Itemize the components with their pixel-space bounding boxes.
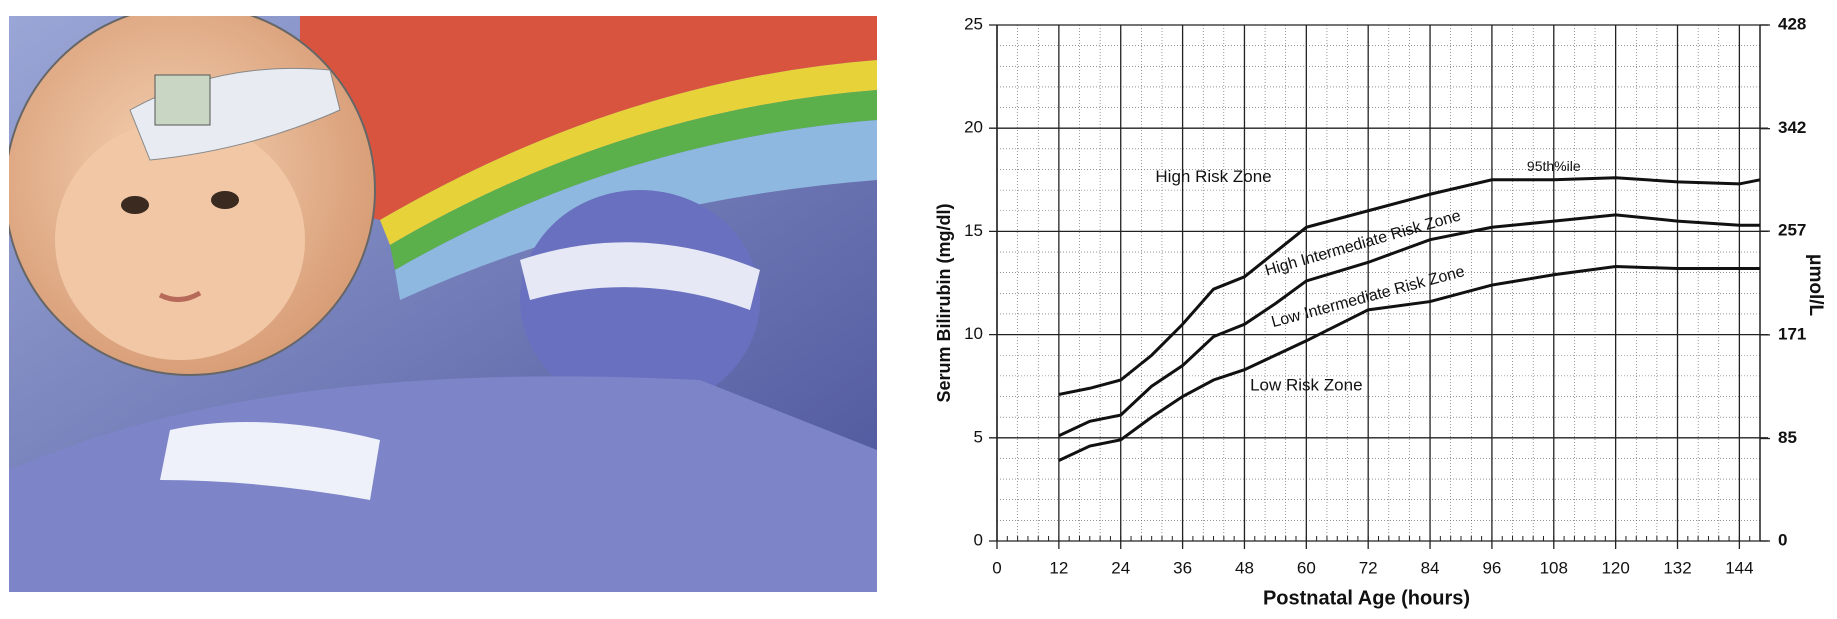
annotation: Low Risk Zone <box>1250 376 1362 395</box>
x-tick-label: 60 <box>1297 558 1316 577</box>
annotation: 95th%ile <box>1527 158 1581 174</box>
x-tick-label: 96 <box>1482 558 1501 577</box>
y2-tick-label: 171 <box>1778 324 1806 343</box>
y-tick-label: 15 <box>964 221 983 240</box>
y-tick-label: 20 <box>964 118 983 137</box>
y2-tick-label: 428 <box>1778 14 1806 33</box>
y2-tick-label: 85 <box>1778 428 1797 447</box>
x-tick-label: 12 <box>1049 558 1068 577</box>
chart: 0 5 10 15 20 25 0 85 171 257 342 428 0 12 24 36 48 60 72 84… <box>934 14 1826 609</box>
y2-tick-label: 342 <box>1778 118 1806 137</box>
x-tick-label: 0 <box>992 558 1001 577</box>
y2-tick-label: 257 <box>1778 221 1806 240</box>
x-tick-label: 48 <box>1235 558 1254 577</box>
y2-tick-label: 0 <box>1778 530 1787 549</box>
x-tick-label: 144 <box>1725 558 1753 577</box>
y-tick-label: 25 <box>964 14 983 33</box>
y-tick-label: 5 <box>974 427 983 446</box>
x-tick-label: 72 <box>1359 558 1378 577</box>
percentile-line <box>1058 264 1760 462</box>
x-tick-label: 24 <box>1111 558 1130 577</box>
x-tick-label: 120 <box>1601 558 1629 577</box>
y-tick-label: 0 <box>974 530 983 549</box>
annotation: High Risk Zone <box>1155 167 1271 186</box>
x-axis-label: Postnatal Age (hours) <box>1263 587 1470 609</box>
percentile-line <box>1058 176 1761 396</box>
x-tick-label: 132 <box>1663 558 1691 577</box>
y-axis-label: Serum Bilirubin (mg/dl) <box>934 203 954 402</box>
x-tick-label: 84 <box>1421 558 1440 577</box>
x-tick-label: 36 <box>1173 558 1192 577</box>
y-tick-label: 10 <box>964 324 983 343</box>
percentile-line <box>1058 213 1760 438</box>
annotation: High Intermediate Risk Zone <box>1263 207 1463 279</box>
x-tick-label: 108 <box>1540 558 1568 577</box>
y2-axis-label: μmol/L <box>1805 254 1826 317</box>
illustration <box>9 16 877 592</box>
